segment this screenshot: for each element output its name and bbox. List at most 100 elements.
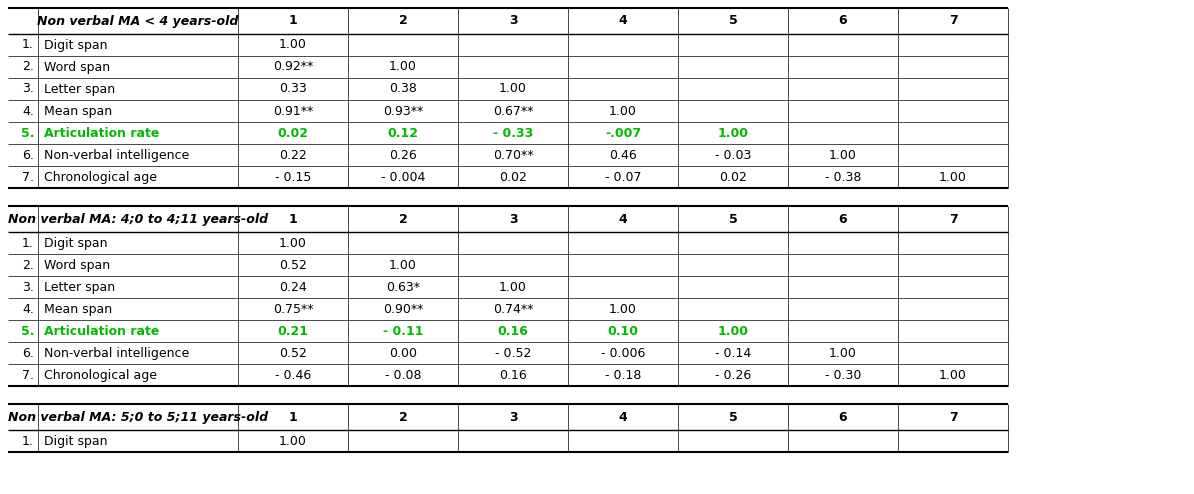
Text: - 0.11: - 0.11 [383,325,423,337]
Text: 0.24: 0.24 [279,281,307,293]
Text: 0.91**: 0.91** [273,105,313,118]
Text: Mean span: Mean span [44,105,112,118]
Text: - 0.46: - 0.46 [275,369,312,381]
Text: 3.: 3. [23,281,33,293]
Text: 0.16: 0.16 [498,325,529,337]
Text: 2: 2 [399,212,407,225]
Text: Non verbal MA: 5;0 to 5;11 years-old: Non verbal MA: 5;0 to 5;11 years-old [8,411,269,423]
Text: 1: 1 [289,212,297,225]
Text: Articulation rate: Articulation rate [44,126,159,139]
Text: 6: 6 [838,14,848,28]
Text: 0.93**: 0.93** [383,105,423,118]
Text: 2: 2 [399,14,407,28]
Text: 5: 5 [728,212,738,225]
Text: - 0.006: - 0.006 [601,346,645,360]
Text: 1.00: 1.00 [279,435,307,448]
Text: 1.: 1. [23,39,33,51]
Text: 4.: 4. [23,302,33,316]
Text: 0.02: 0.02 [499,170,527,183]
Text: 7.: 7. [21,369,33,381]
Text: 1.00: 1.00 [279,237,307,249]
Text: - 0.07: - 0.07 [604,170,641,183]
Text: 0.21: 0.21 [277,325,308,337]
Text: 6.: 6. [23,346,33,360]
Text: Non verbal MA: 4;0 to 4;11 years-old: Non verbal MA: 4;0 to 4;11 years-old [8,212,269,225]
Text: 3: 3 [509,212,517,225]
Text: - 0.26: - 0.26 [715,369,751,381]
Text: - 0.18: - 0.18 [605,369,641,381]
Text: 6: 6 [838,212,848,225]
Text: 4: 4 [618,212,627,225]
Text: 4: 4 [618,411,627,423]
Text: 5: 5 [728,411,738,423]
Text: 1.00: 1.00 [829,346,857,360]
Text: 6.: 6. [23,149,33,162]
Text: 7: 7 [948,411,958,423]
Text: 0.12: 0.12 [388,126,419,139]
Text: Letter span: Letter span [44,82,115,95]
Text: 0.67**: 0.67** [493,105,534,118]
Text: 1.: 1. [23,435,33,448]
Text: - 0.38: - 0.38 [825,170,861,183]
Text: Word span: Word span [44,258,110,272]
Text: 0.33: 0.33 [279,82,307,95]
Text: 1.00: 1.00 [938,369,967,381]
Text: Digit span: Digit span [44,237,107,249]
Text: 0.38: 0.38 [389,82,417,95]
Text: 1.00: 1.00 [499,82,527,95]
Text: 2: 2 [399,411,407,423]
Text: 0.52: 0.52 [279,258,307,272]
Text: 7: 7 [948,14,958,28]
Text: Chronological age: Chronological age [44,369,156,381]
Text: 0.16: 0.16 [499,369,527,381]
Text: 1.00: 1.00 [609,105,636,118]
Text: 1.00: 1.00 [718,325,749,337]
Text: 1.00: 1.00 [389,258,417,272]
Text: 7: 7 [948,212,958,225]
Text: - 0.15: - 0.15 [275,170,312,183]
Text: 0.02: 0.02 [719,170,747,183]
Text: Word span: Word span [44,60,110,74]
Text: 7.: 7. [21,170,33,183]
Text: 5.: 5. [20,325,33,337]
Text: Non-verbal intelligence: Non-verbal intelligence [44,346,190,360]
Text: 0.90**: 0.90** [383,302,423,316]
Text: - 0.004: - 0.004 [381,170,425,183]
Text: - 0.03: - 0.03 [715,149,751,162]
Text: 0.02: 0.02 [277,126,308,139]
Text: 0.10: 0.10 [608,325,639,337]
Text: 0.46: 0.46 [609,149,636,162]
Text: Digit span: Digit span [44,435,107,448]
Text: 4: 4 [618,14,627,28]
Text: 0.26: 0.26 [389,149,417,162]
Text: Mean span: Mean span [44,302,112,316]
Text: Non-verbal intelligence: Non-verbal intelligence [44,149,190,162]
Text: 0.75**: 0.75** [272,302,313,316]
Text: 3: 3 [509,14,517,28]
Text: 5.: 5. [20,126,33,139]
Text: 0.00: 0.00 [389,346,417,360]
Text: Chronological age: Chronological age [44,170,156,183]
Text: 1.00: 1.00 [279,39,307,51]
Text: 4.: 4. [23,105,33,118]
Text: 1.00: 1.00 [609,302,636,316]
Text: 2.: 2. [23,60,33,74]
Text: -.007: -.007 [605,126,641,139]
Text: 0.74**: 0.74** [493,302,534,316]
Text: - 0.33: - 0.33 [493,126,534,139]
Text: 1.: 1. [23,237,33,249]
Text: - 0.30: - 0.30 [825,369,861,381]
Text: 6: 6 [838,411,848,423]
Text: 1.00: 1.00 [499,281,527,293]
Text: Digit span: Digit span [44,39,107,51]
Text: 1.00: 1.00 [718,126,749,139]
Text: - 0.08: - 0.08 [384,369,421,381]
Text: 0.92**: 0.92** [273,60,313,74]
Text: 0.22: 0.22 [279,149,307,162]
Text: - 0.52: - 0.52 [494,346,531,360]
Text: 0.52: 0.52 [279,346,307,360]
Text: 2.: 2. [23,258,33,272]
Text: 1.00: 1.00 [389,60,417,74]
Text: 1: 1 [289,14,297,28]
Text: 1: 1 [289,411,297,423]
